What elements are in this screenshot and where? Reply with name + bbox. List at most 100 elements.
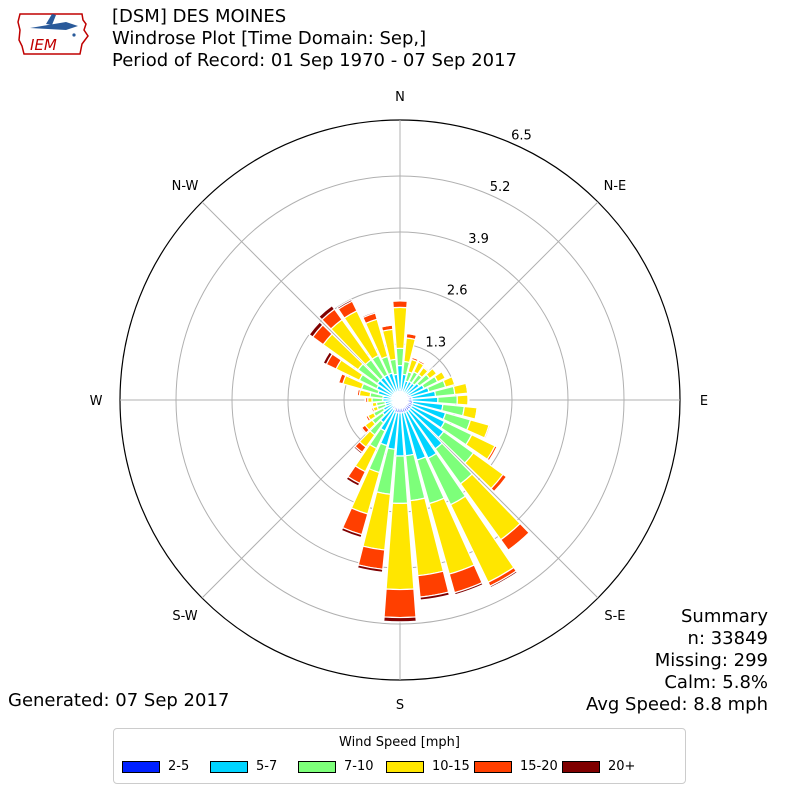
legend-label: 5-7 bbox=[256, 759, 278, 774]
windrose-bar-180-7-10 bbox=[391, 455, 409, 504]
windrose-bar-140-20+ bbox=[507, 531, 531, 552]
windrose-bar-340-20+ bbox=[361, 310, 377, 319]
polar-labels: 1.3 2.6 3.9 5.2 6.5 N N-E E S-E S S-W W N-W bbox=[90, 90, 709, 713]
windrose-bar-90-7-10 bbox=[437, 395, 458, 405]
direction-label-e: E bbox=[700, 394, 708, 409]
direction-label-n: N bbox=[395, 90, 405, 105]
windrose-bar-100-15-20 bbox=[474, 407, 479, 420]
legend-title: Wind Speed [mph] bbox=[339, 735, 460, 750]
legend-item-2-5: 2-5 bbox=[122, 759, 210, 774]
windrose-bar-120-15-20 bbox=[486, 445, 498, 462]
windrose-bar-0-10-15 bbox=[392, 306, 408, 350]
summary-missing: Missing: 299 bbox=[654, 650, 768, 671]
windrose-bar-330-20+ bbox=[336, 298, 353, 310]
direction-label-s-w: S-W bbox=[172, 609, 197, 624]
generated-date: Generated: 07 Sep 2017 bbox=[8, 690, 230, 711]
windrose-bar-150-20+ bbox=[489, 570, 519, 589]
windrose-bar-180-10-15 bbox=[385, 502, 415, 591]
windrose-bar-170-20+ bbox=[419, 591, 451, 601]
windrose-bar-260-20+ bbox=[369, 402, 373, 409]
period-of-record: Period of Record: 01 Sep 1970 - 07 Sep 2… bbox=[112, 50, 517, 71]
windrose-bar-50-15-20 bbox=[431, 367, 439, 375]
windrose-bar-0-15-20 bbox=[392, 300, 408, 309]
windrose-bar-270-20+ bbox=[364, 396, 367, 404]
windrose-bar-0-7-10 bbox=[395, 347, 405, 367]
legend: Wind Speed [mph] 2-5 5-7 7-10 10-15 15-20 20+ bbox=[113, 728, 686, 784]
legend-label: 10-15 bbox=[432, 759, 470, 774]
summary-calm: Calm: 5.8% bbox=[664, 672, 768, 693]
windrose-bar-190-20+ bbox=[356, 564, 384, 573]
windrose-chart: 1.3 2.6 3.9 5.2 6.5 N N-E E S-E S S-W W N-W bbox=[90, 90, 709, 713]
radial-tick-label: 5.2 bbox=[490, 180, 511, 195]
windrose-bar-160-20+ bbox=[453, 581, 484, 596]
windrose-bar-100-10-15 bbox=[461, 405, 478, 420]
legend-label: 20+ bbox=[608, 759, 636, 774]
legend-swatch bbox=[122, 760, 160, 773]
windrose-bar-90-10-15 bbox=[456, 394, 469, 406]
windrose-bar-270-10-15 bbox=[367, 396, 373, 404]
windrose-bars bbox=[308, 298, 531, 623]
windrose-bar-80-15-20 bbox=[465, 382, 470, 394]
windrose-bar-210-20+ bbox=[345, 475, 361, 487]
legend-items: 2-5 5-7 7-10 10-15 15-20 20+ bbox=[122, 759, 650, 774]
legend-item-10-15: 10-15 bbox=[386, 759, 474, 774]
legend-swatch bbox=[298, 760, 336, 773]
grid-spoke bbox=[399, 399, 599, 599]
windrose-bar-70-15-20 bbox=[451, 375, 457, 386]
grid-spoke bbox=[399, 201, 599, 401]
radial-tick-label: 3.9 bbox=[468, 232, 489, 247]
legend-item-5-7: 5-7 bbox=[210, 759, 298, 774]
windrose-bar-80-10-15 bbox=[452, 382, 469, 396]
grid-spoke bbox=[201, 201, 401, 401]
grid-spoke bbox=[201, 399, 401, 599]
windrose-bar-300-20+ bbox=[322, 351, 334, 366]
direction-label-n-e: N-E bbox=[604, 179, 627, 194]
windrose-bar-290-20+ bbox=[337, 372, 343, 384]
windrose-bar-280-20+ bbox=[355, 388, 359, 397]
summary-n: n: 33849 bbox=[687, 628, 768, 649]
windrose-bar-110-15-20 bbox=[483, 424, 492, 440]
radial-tick-label: 1.3 bbox=[425, 335, 446, 350]
radial-tick-label: 2.6 bbox=[447, 284, 468, 299]
summary-box: Summary n: 33849 Missing: 299 Calm: 5.8%… bbox=[586, 606, 768, 716]
legend-item-15-20: 15-20 bbox=[474, 759, 562, 774]
iem-logo-icon: IEM bbox=[17, 13, 89, 55]
windrose-bar-130-20+ bbox=[493, 476, 508, 493]
windrose-bar-240-20+ bbox=[364, 415, 370, 423]
legend-swatch bbox=[210, 760, 248, 773]
chart-title-block: [DSM] DES MOINES Windrose Plot [Time Dom… bbox=[112, 6, 517, 72]
direction-label-s: S bbox=[396, 698, 404, 713]
windrose-bar-180-15-20 bbox=[383, 588, 417, 619]
summary-avg-speed: Avg Speed: 8.8 mph bbox=[586, 694, 768, 715]
legend-swatch bbox=[474, 760, 512, 773]
direction-label-w: W bbox=[90, 394, 103, 409]
windrose-bar-350-20+ bbox=[380, 323, 394, 328]
direction-label-n-w: N-W bbox=[172, 179, 199, 194]
legend-swatch bbox=[562, 760, 600, 773]
legend-label: 7-10 bbox=[344, 759, 374, 774]
windrose-bar-220-20+ bbox=[352, 445, 364, 455]
logo-text: IEM bbox=[30, 36, 57, 54]
windrose-bar-320-20+ bbox=[318, 304, 336, 321]
radial-tick-label: 6.5 bbox=[511, 128, 532, 143]
windrose-bar-60-15-20 bbox=[440, 370, 447, 379]
windrose-bar-200-20+ bbox=[340, 526, 363, 539]
legend-item-7-10: 7-10 bbox=[298, 759, 386, 774]
windrose-bar-230-20+ bbox=[359, 426, 367, 435]
direction-label-s-e: S-E bbox=[604, 609, 625, 624]
windrose-bar-310-20+ bbox=[308, 321, 324, 338]
legend-swatch bbox=[386, 760, 424, 773]
legend-item-20+: 20+ bbox=[562, 759, 650, 774]
plot-subtitle: Windrose Plot [Time Domain: Sep,] bbox=[112, 28, 427, 49]
station-title: [DSM] DES MOINES bbox=[112, 6, 287, 27]
legend-label: 15-20 bbox=[520, 759, 558, 774]
windrose-bar-250-20+ bbox=[369, 407, 374, 414]
windrose-bar-90-15-20 bbox=[467, 394, 470, 406]
legend-label: 2-5 bbox=[168, 759, 190, 774]
summary-title: Summary bbox=[681, 606, 768, 627]
windrose-bar-20-20+ bbox=[411, 356, 420, 361]
windrose-bar-10-20+ bbox=[406, 332, 418, 336]
windrose-bar-0-20+ bbox=[392, 299, 408, 302]
windrose-bar-30-20+ bbox=[418, 359, 426, 365]
windrose-bar-180-20+ bbox=[383, 616, 417, 623]
